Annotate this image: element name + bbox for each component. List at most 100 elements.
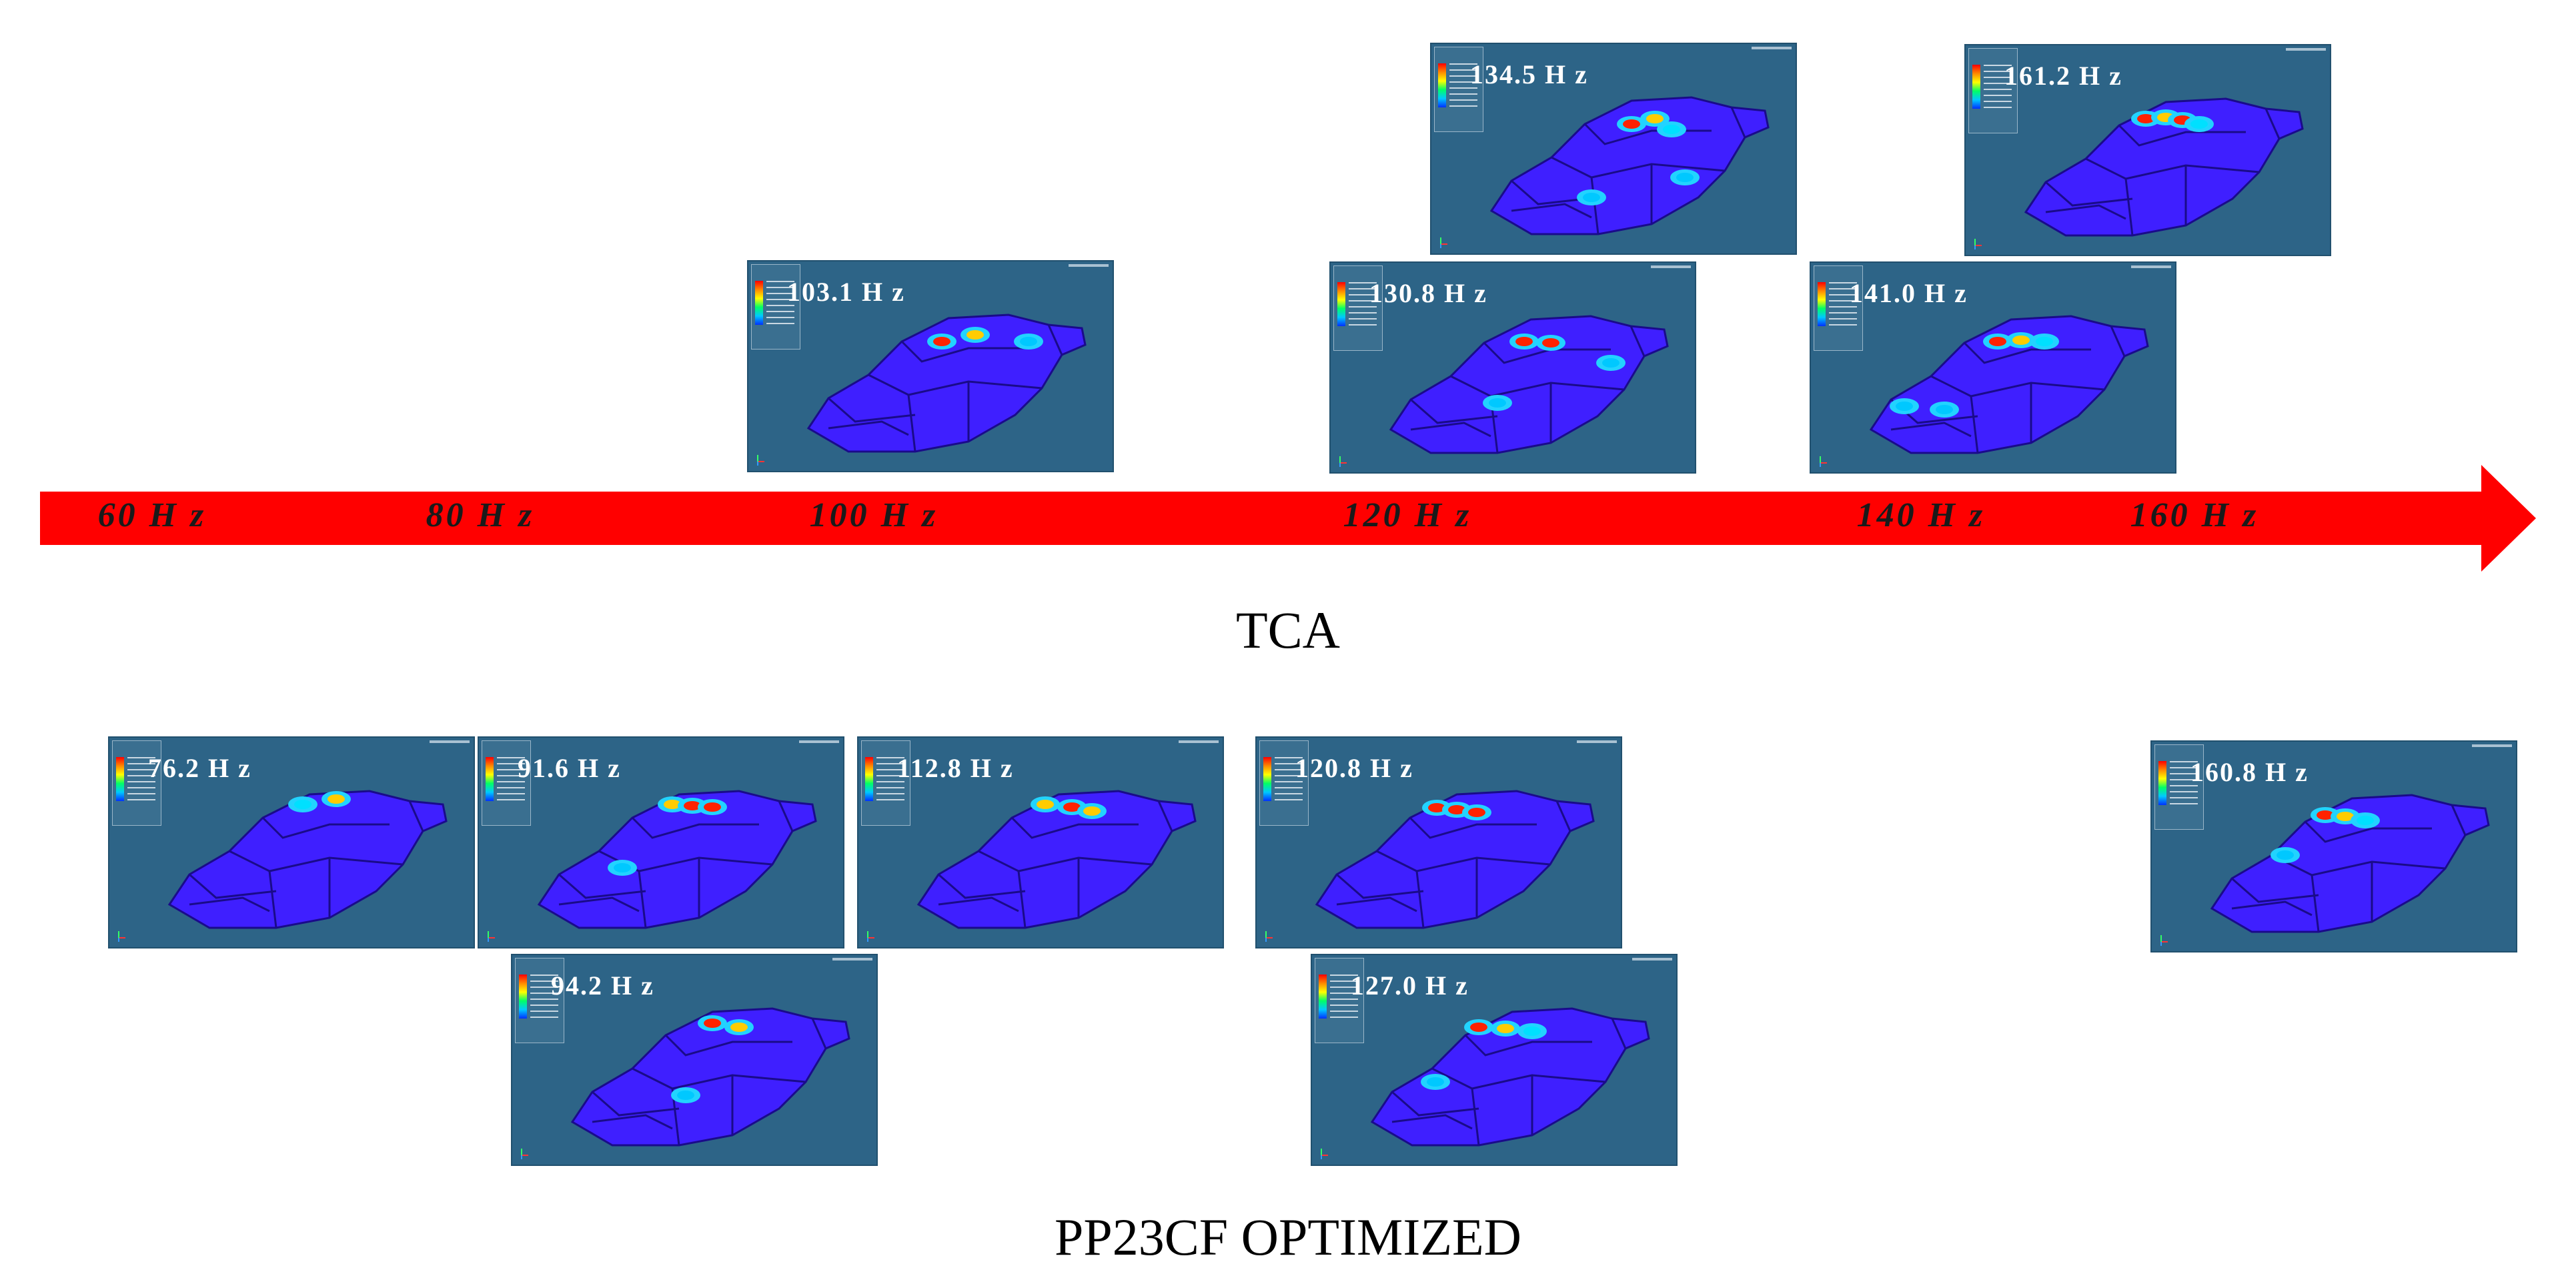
- contour-colorbar: [755, 281, 763, 325]
- car-body-mode-shape: [1440, 96, 1770, 248]
- contour-legend-entry: [2170, 779, 2198, 780]
- car-body-mode-shape: [488, 790, 817, 942]
- contour-legend-entry: [1349, 324, 1377, 326]
- contour-legend-entry: [1984, 95, 2012, 96]
- contour-legend-entry: [1984, 83, 2012, 84]
- car-frame-member: [229, 850, 404, 872]
- contour-legend-entry: [127, 799, 155, 800]
- contour-legend-entry: [1984, 107, 2012, 108]
- mode-frequency-label: 141.0 H z: [1850, 278, 1968, 308]
- contour-legend-entry: [766, 281, 794, 282]
- contour-legend-entry: [497, 763, 525, 764]
- car-frame-member: [1391, 1091, 1479, 1117]
- contour-legend-entry: [766, 317, 794, 318]
- contour-legend-entry: [1449, 63, 1477, 65]
- contour-colorbar: [116, 757, 124, 801]
- car-body-mode-shape: [1265, 790, 1595, 942]
- car-frame-member: [558, 873, 646, 899]
- car-frame-member: [408, 800, 424, 832]
- contour-legend-entry: [876, 769, 904, 770]
- car-frame-member: [1410, 398, 1498, 424]
- car-frame-member: [1336, 873, 1424, 899]
- car-frame-member: [868, 374, 1043, 396]
- mode-panel-tca-103-1: 103.1 H z: [747, 260, 1114, 472]
- coordinate-triad: [1265, 931, 1273, 942]
- contour-legend-entry: [1330, 975, 1358, 976]
- contour-legend-entry: [1275, 799, 1303, 800]
- contour-legend-entry: [1829, 294, 1857, 295]
- car-frame-member: [2118, 124, 2246, 147]
- mode-hotspot-core: [1448, 805, 1465, 814]
- mode-hotspot-core: [1989, 337, 2006, 346]
- contour-legend-entry: [766, 299, 794, 300]
- mode-hotspot-core: [1663, 125, 1680, 134]
- coordinate-triad: [1321, 1149, 1328, 1159]
- contour-legend-entry: [127, 775, 155, 776]
- contour-legend-entry: [1349, 294, 1377, 295]
- mode-hotspot-core: [2277, 850, 2294, 860]
- contour-colorbar: [1337, 282, 1345, 326]
- car-frame-member: [1391, 1114, 1473, 1130]
- contour-legend: [751, 264, 800, 350]
- car-frame-member: [1017, 870, 1027, 928]
- contour-legend: [2154, 744, 2204, 830]
- contour-legend-entry: [2170, 767, 2198, 768]
- contour-legend-entry: [1449, 93, 1477, 95]
- car-body-mode-shape: [2160, 794, 2490, 946]
- viewer-caption: [799, 740, 839, 743]
- car-frame-member: [778, 800, 794, 832]
- car-frame-member: [2110, 326, 2126, 357]
- mode-hotspot-core: [1020, 337, 1037, 346]
- viewer-caption: [1632, 958, 1672, 960]
- car-frame-member: [811, 1018, 827, 1049]
- mode-hotspot-core: [1427, 1077, 1444, 1087]
- car-frame-member: [2231, 900, 2313, 916]
- car-frame-member: [1611, 1018, 1627, 1049]
- contour-legend: [1315, 958, 1364, 1043]
- mode-hotspot-core: [2036, 337, 2053, 346]
- contour-legend-entry: [530, 999, 558, 1000]
- contour-legend-entry: [1449, 105, 1477, 107]
- contour-legend-entry: [766, 311, 794, 312]
- contour-legend-entry: [766, 293, 794, 294]
- car-frame-member: [632, 1067, 806, 1090]
- car-frame-member: [631, 816, 759, 839]
- contour-legend: [1434, 47, 1483, 132]
- mode-hotspot-core: [1470, 1023, 1487, 1032]
- contour-legend-entry: [1829, 312, 1857, 313]
- contour-legend-entry: [497, 787, 525, 788]
- contour-legend: [1814, 265, 1863, 351]
- axis-tick-60hz: 60 H z: [97, 496, 207, 534]
- car-frame-member: [828, 397, 916, 423]
- contour-legend-entry: [530, 993, 558, 994]
- mode-frequency-label: 91.6 H z: [518, 753, 621, 783]
- contour-legend-entry: [1275, 775, 1303, 776]
- car-body-mode-shape: [1974, 97, 2304, 249]
- contour-legend-entry: [1349, 282, 1377, 283]
- mode-hotspot-core: [684, 801, 701, 810]
- car-frame-member: [828, 420, 909, 436]
- mode-frequency-label: 160.8 H z: [2190, 757, 2309, 787]
- mode-frequency-label: 76.2 H z: [148, 753, 251, 783]
- mode-panel-pp-91-6: 91.6 H z: [478, 736, 844, 948]
- contour-legend: [515, 958, 564, 1043]
- mode-panel-pp-160-8: 160.8 H z: [2150, 740, 2517, 952]
- car-frame-member: [1890, 422, 1972, 438]
- contour-legend-entry: [1449, 87, 1477, 89]
- car-frame-member: [1963, 342, 2091, 364]
- viewer-caption: [2472, 744, 2512, 747]
- mode-hotspot-core: [967, 330, 984, 340]
- contour-legend-entry: [1984, 101, 2012, 102]
- coordinate-triad: [488, 931, 495, 942]
- contour-legend-entry: [497, 793, 525, 794]
- viewer-caption: [1179, 740, 1219, 743]
- mode-hotspot-core: [2337, 812, 2354, 821]
- contour-legend-entry: [127, 763, 155, 764]
- mode-hotspot-core: [664, 800, 681, 809]
- contour-legend-entry: [2170, 791, 2198, 792]
- contour-legend-entry: [1330, 999, 1358, 1000]
- mode-hotspot-core: [677, 1091, 694, 1100]
- contour-legend-entry: [1829, 306, 1857, 307]
- mode-hotspot-core: [1515, 337, 1533, 346]
- car-frame-member: [900, 340, 1029, 363]
